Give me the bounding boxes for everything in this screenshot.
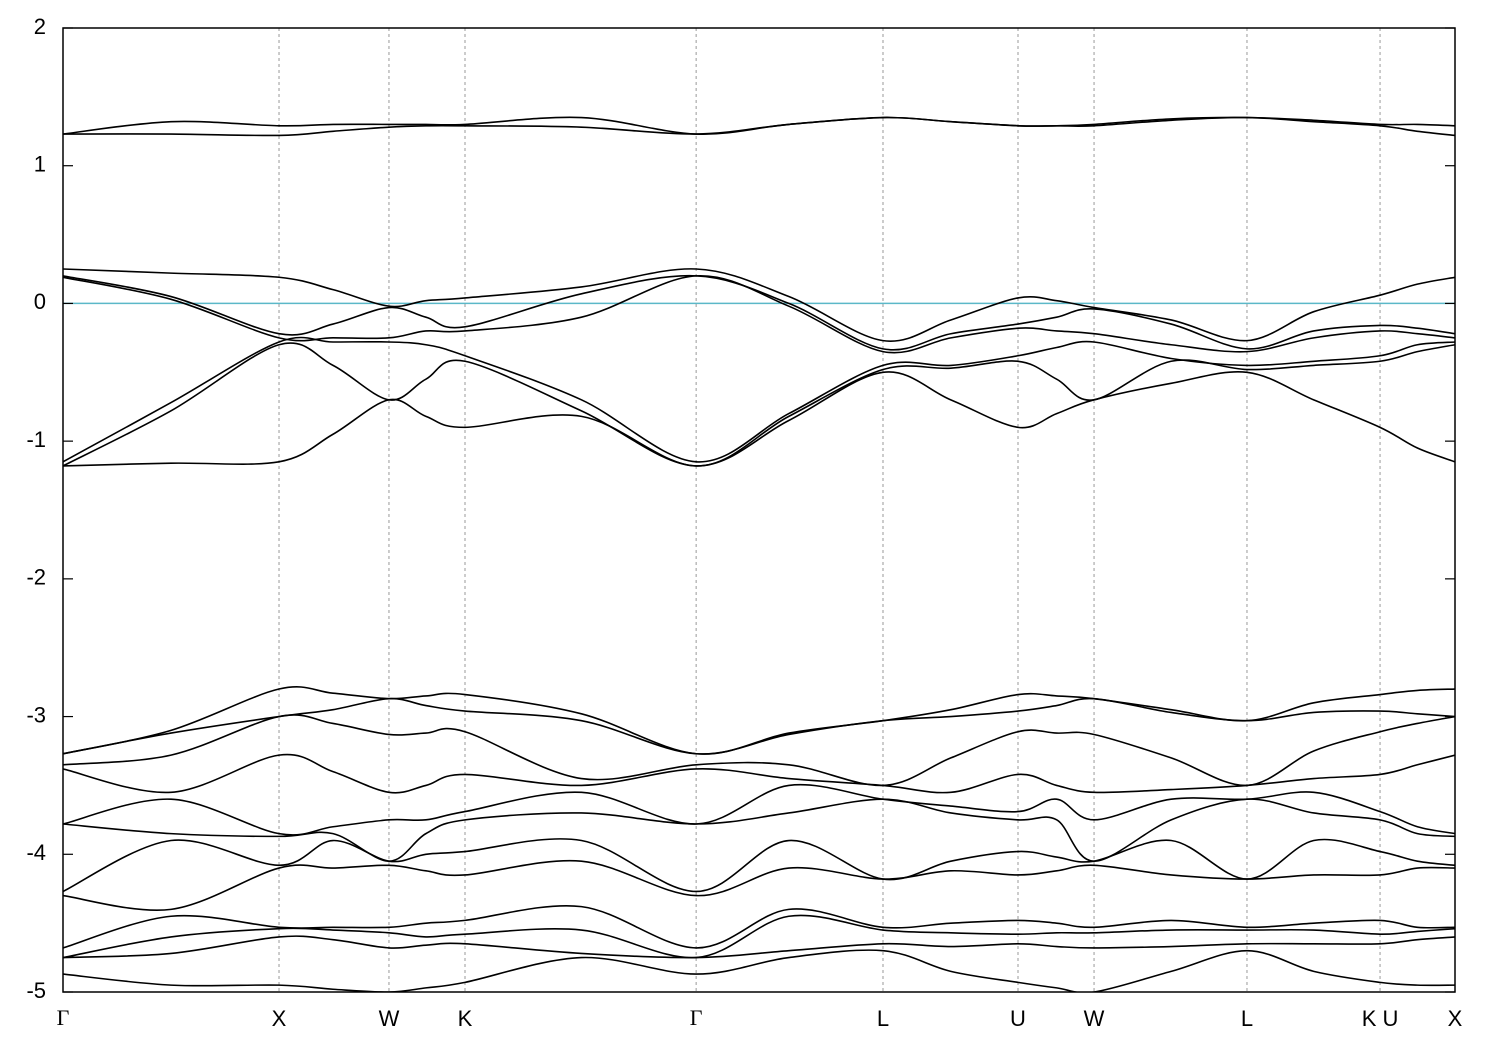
x-tick-label: K [458,1006,473,1031]
x-tick-label: X [1448,1006,1463,1031]
band-line [63,275,1455,354]
y-tick-label: -4 [26,840,46,865]
band-line [63,274,1455,351]
band-line [63,342,1455,467]
y-tick-label: 0 [34,289,46,314]
bands-layer [63,116,1455,992]
axes-layer: -5 -4 -3 -2 -1 0 1 2 Γ X W K Γ L U W L K U X [26,14,1462,1031]
y-tick-label: -2 [26,565,46,590]
band-line [63,268,1455,342]
band-line [63,859,1455,911]
x-tick-label: Γ [57,1005,70,1030]
x-tick-label: X [272,1006,287,1031]
band-line [63,714,1455,787]
x-tick-label: L [1241,1006,1253,1031]
band-line [63,336,1455,463]
x-tick-label: Γ [690,1005,703,1030]
x-tick-label: K U [1362,1006,1399,1031]
y-tick-label: -1 [26,427,46,452]
band-line [63,905,1455,949]
band-line [63,697,1455,755]
x-tick-label: W [1084,1006,1105,1031]
band-line [63,949,1455,992]
band-line [63,783,1455,836]
band-line [63,753,1455,794]
x-tick-label: W [379,1006,400,1031]
y-tick-label: -5 [26,978,46,1003]
band-line [63,838,1455,893]
y-tick-label: -3 [26,702,46,727]
band-line [63,116,1455,135]
band-line [63,798,1455,862]
band-line [63,116,1455,137]
x-tick-label: L [877,1006,889,1031]
x-tick-label: U [1010,1006,1026,1031]
band-line [63,935,1455,959]
band-line [63,370,1455,467]
plot-frame [62,27,1456,993]
y-tick-label: 2 [34,14,46,39]
band-line [63,914,1455,959]
grid-layer [62,28,1456,992]
y-tick-label: 1 [34,152,46,177]
